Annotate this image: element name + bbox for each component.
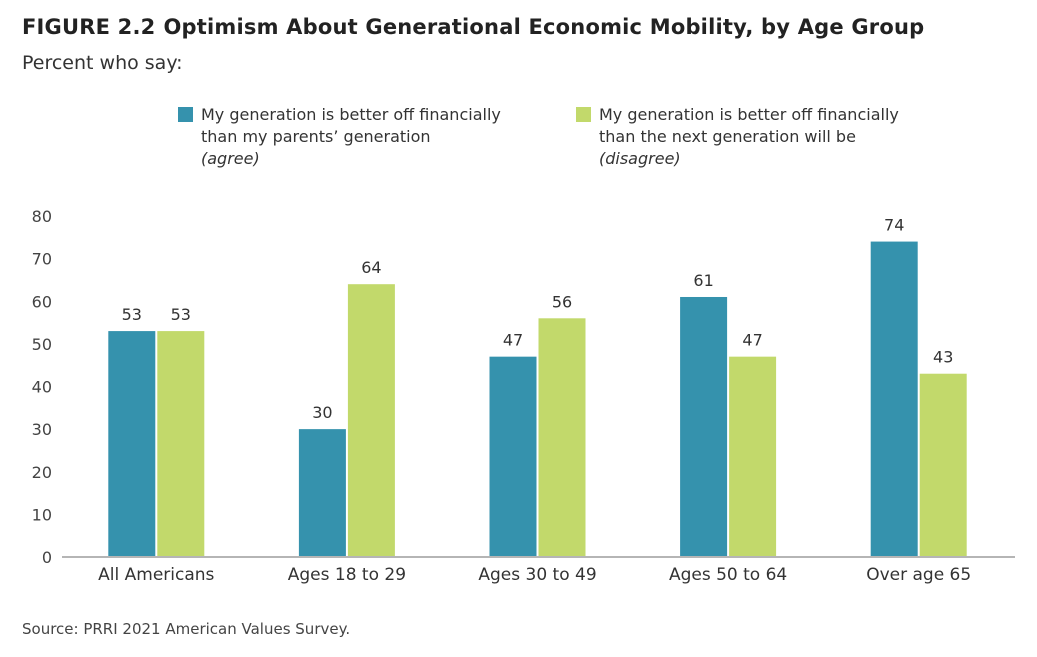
legend-item-disagree: My generation is better off financially …	[576, 104, 899, 170]
x-category-label: Ages 30 to 49	[478, 565, 596, 585]
bar	[298, 429, 346, 557]
x-category-label: Over age 65	[866, 565, 971, 585]
bar	[729, 356, 777, 557]
y-tick-label: 20	[32, 463, 52, 482]
bar	[538, 318, 586, 557]
x-category-label: Ages 50 to 64	[669, 565, 787, 585]
data-label: 74	[884, 216, 904, 235]
x-category-label: Ages 18 to 29	[288, 565, 406, 585]
source-note: Source: PRRI 2021 American Values Survey…	[22, 620, 351, 638]
x-category-label: All Americans	[98, 565, 214, 585]
bar	[870, 241, 918, 557]
bar	[347, 284, 395, 557]
legend-item-agree: My generation is better off financially …	[178, 104, 501, 170]
legend-disagree-line1: My generation is better off financially	[599, 105, 899, 124]
data-label: 47	[742, 331, 762, 350]
legend-label-agree: My generation is better off financially …	[201, 104, 501, 170]
data-label: 61	[693, 271, 713, 290]
legend-agree-line1: My generation is better off financially	[201, 105, 501, 124]
y-tick-label: 70	[32, 250, 52, 269]
data-label: 30	[312, 403, 332, 422]
y-tick-label: 0	[42, 548, 52, 567]
data-label: 64	[361, 258, 381, 277]
data-label: 53	[171, 305, 191, 324]
data-label: 47	[503, 331, 523, 350]
y-tick-label: 80	[32, 207, 52, 226]
y-tick-label: 40	[32, 378, 52, 397]
data-label: 56	[552, 292, 572, 311]
bar	[680, 296, 728, 557]
bar	[919, 373, 967, 557]
y-tick-label: 30	[32, 420, 52, 439]
legend-swatch-agree	[178, 107, 193, 122]
y-tick-label: 10	[32, 505, 52, 524]
bar	[157, 331, 205, 557]
chart-subtitle: Percent who say:	[22, 52, 183, 74]
legend-disagree-line3: (disagree)	[599, 149, 681, 168]
bar	[489, 356, 537, 557]
legend-agree-line2: than my parents’ generation	[201, 127, 431, 146]
bar	[108, 331, 156, 557]
data-label: 53	[122, 305, 142, 324]
legend-label-disagree: My generation is better off financially …	[599, 104, 899, 170]
legend-agree-line3: (agree)	[201, 149, 260, 168]
figure-title: Optimism About Generational Economic Mob…	[163, 15, 925, 39]
y-tick-label: 50	[32, 335, 52, 354]
data-label: 43	[933, 348, 953, 367]
y-tick-label: 60	[32, 292, 52, 311]
legend-swatch-disagree	[576, 107, 591, 122]
chart-title: FIGURE 2.2 Optimism About Generational Ec…	[22, 15, 924, 39]
figure-number: FIGURE 2.2	[22, 15, 156, 39]
legend-disagree-line2: than the next generation will be	[599, 127, 856, 146]
